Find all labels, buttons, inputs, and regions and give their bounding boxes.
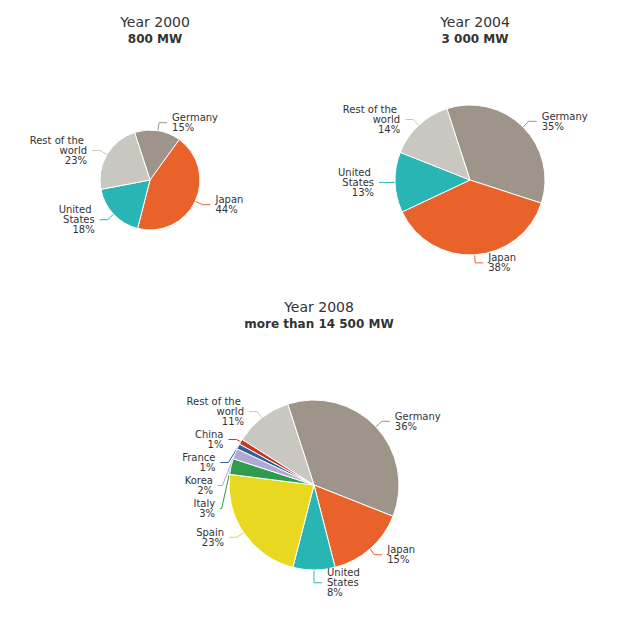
svg-text:3 000 MW: 3 000 MW bbox=[442, 32, 509, 46]
svg-text:States: States bbox=[342, 177, 374, 189]
svg-text:Italy: Italy bbox=[193, 498, 216, 509]
svg-text:France: France bbox=[182, 452, 216, 463]
svg-text:Japan: Japan bbox=[215, 194, 244, 206]
svg-text:United: United bbox=[58, 204, 95, 216]
svg-text:13%: 13% bbox=[352, 187, 374, 198]
svg-text:15%: 15% bbox=[387, 554, 409, 565]
svg-text:Japan: Japan bbox=[488, 252, 517, 264]
svg-text:14%: 14% bbox=[378, 124, 400, 135]
svg-text:United: United bbox=[338, 167, 374, 179]
svg-text:38%: 38% bbox=[488, 262, 510, 273]
svg-text:Japan: Japan bbox=[387, 544, 416, 556]
svg-text:Germany: Germany bbox=[394, 410, 441, 422]
svg-text:Germany: Germany bbox=[541, 110, 588, 122]
svg-text:800 MW: 800 MW bbox=[128, 32, 182, 46]
svg-text:Rest of the: Rest of the bbox=[342, 104, 401, 115]
svg-text:Year 2008: Year 2008 bbox=[283, 299, 354, 315]
svg-text:States: States bbox=[327, 577, 359, 589]
svg-text:Year 2000: Year 2000 bbox=[119, 14, 190, 30]
svg-text:3%: 3% bbox=[199, 508, 215, 519]
svg-text:Korea: Korea bbox=[184, 475, 213, 486]
svg-text:States: States bbox=[63, 214, 95, 226]
svg-text:Rest of the: Rest of the bbox=[186, 396, 244, 407]
svg-text:2%: 2% bbox=[197, 485, 213, 496]
svg-text:world: world bbox=[59, 145, 88, 156]
svg-text:35%: 35% bbox=[542, 121, 564, 132]
svg-text:1%: 1% bbox=[200, 462, 216, 473]
svg-text:1%: 1% bbox=[208, 439, 224, 450]
svg-text:more than 14 500 MW: more than 14 500 MW bbox=[244, 317, 393, 331]
svg-text:world: world bbox=[216, 406, 244, 417]
svg-text:Year 2004: Year 2004 bbox=[439, 14, 510, 30]
svg-text:China: China bbox=[194, 429, 224, 440]
svg-text:Germany: Germany bbox=[172, 112, 218, 124]
svg-text:world: world bbox=[372, 114, 401, 125]
svg-text:15%: 15% bbox=[172, 122, 194, 133]
svg-text:Spain: Spain bbox=[196, 526, 225, 538]
svg-text:44%: 44% bbox=[215, 204, 237, 215]
svg-text:23%: 23% bbox=[65, 155, 87, 166]
svg-text:23%: 23% bbox=[202, 537, 224, 548]
svg-text:18%: 18% bbox=[72, 224, 94, 235]
svg-text:11%: 11% bbox=[222, 416, 244, 427]
svg-text:Rest of the: Rest of the bbox=[29, 135, 88, 146]
svg-text:36%: 36% bbox=[395, 421, 417, 432]
svg-text:8%: 8% bbox=[327, 587, 343, 598]
svg-text:United: United bbox=[327, 567, 363, 579]
